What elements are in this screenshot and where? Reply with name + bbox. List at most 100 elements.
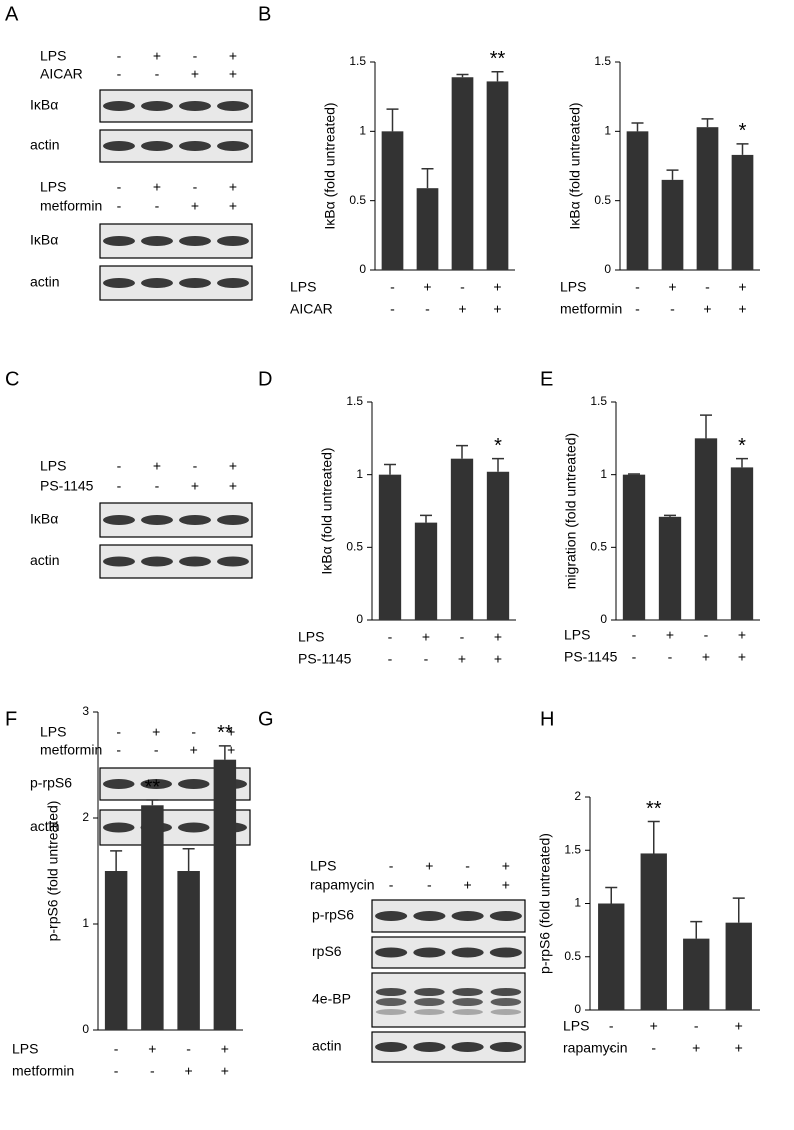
condition-sign: - (424, 651, 429, 667)
blot-label: actin (30, 274, 60, 290)
panel-letter: E (540, 368, 553, 390)
condition-sign: + (229, 458, 237, 474)
panel-letter: F (5, 708, 17, 730)
significance-marker: ** (145, 776, 161, 798)
condition-sign: + (464, 877, 472, 893)
blot-band (217, 236, 249, 246)
condition-sign: - (186, 1041, 191, 1057)
blot-band (103, 515, 135, 525)
blot-label: actin (312, 1038, 342, 1054)
error-bar (110, 850, 123, 871)
condition-sign: - (704, 627, 709, 643)
significance-marker: ** (217, 722, 233, 744)
condition-sign: - (117, 66, 122, 82)
condition-sign: + (702, 649, 710, 665)
panel-letter: G (258, 708, 274, 730)
error-bar (456, 444, 468, 459)
error-bar (666, 169, 679, 180)
significance-marker: * (494, 435, 502, 457)
condition-sign: + (735, 1040, 743, 1056)
error-bar (456, 73, 469, 78)
bar (683, 938, 710, 1010)
condition-sign: - (116, 724, 121, 740)
condition-name: LPS (564, 627, 590, 643)
blot-band (451, 911, 484, 921)
condition-sign: + (227, 742, 235, 758)
condition-name: LPS (560, 279, 586, 295)
y-tick-label: 1 (600, 467, 607, 481)
condition-sign: - (609, 1018, 614, 1034)
error-bar (420, 514, 432, 523)
blot-band (413, 1042, 446, 1052)
error-bar (736, 143, 749, 155)
error-bar (491, 70, 504, 82)
bar (694, 438, 718, 620)
condition-name: PS-1145 (298, 651, 352, 667)
error-bar (218, 745, 231, 760)
bar (381, 131, 404, 270)
y-tick-label: 0 (359, 262, 366, 276)
condition-sign: + (502, 877, 510, 893)
blot-band (375, 1009, 407, 1015)
bar (486, 81, 509, 270)
condition-sign: - (427, 877, 432, 893)
condition-sign: + (229, 198, 237, 214)
blot-band (141, 236, 173, 246)
blot-band (452, 988, 483, 996)
error-bar (631, 122, 644, 132)
condition-sign: - (668, 649, 673, 665)
blot-band (103, 779, 135, 789)
condition-sign: + (422, 629, 430, 645)
error-bar (605, 886, 618, 904)
condition-sign: + (153, 179, 161, 195)
condition-name: PS-1145 (40, 478, 94, 494)
error-bar (628, 473, 640, 475)
bar (640, 853, 667, 1010)
y-tick-label: 2 (82, 810, 89, 824)
significance-marker: ** (646, 798, 662, 820)
blot-label: actin (30, 552, 60, 568)
y-axis-label: IκBα (fold untreated) (567, 102, 583, 229)
y-tick-label: 1 (604, 124, 611, 138)
blot-band (413, 947, 446, 958)
condition-sign: + (191, 198, 199, 214)
error-bar (384, 463, 396, 475)
blot-band (179, 236, 211, 246)
condition-name: PS-1145 (564, 649, 618, 665)
blot-label: IκBα (30, 97, 58, 113)
condition-sign: + (190, 742, 198, 758)
condition-sign: + (738, 279, 746, 295)
condition-sign: + (502, 858, 510, 874)
blot-band (103, 278, 135, 288)
condition-sign: - (117, 478, 122, 494)
condition-sign: - (114, 1063, 119, 1079)
condition-sign: + (425, 858, 433, 874)
panel-letter: H (540, 708, 554, 730)
bar (451, 77, 474, 271)
blot-band (179, 515, 211, 525)
significance-marker: * (738, 435, 746, 457)
blot-label: IκBα (30, 232, 58, 248)
blot-label: 4e-BP (312, 991, 351, 1007)
y-tick-label: 1.5 (349, 54, 366, 68)
condition-sign: + (229, 66, 237, 82)
y-tick-label: 1.5 (590, 394, 607, 408)
condition-sign: - (632, 649, 637, 665)
condition-name: LPS (40, 48, 66, 64)
condition-sign: - (635, 279, 640, 295)
condition-sign: - (193, 48, 198, 64)
blot-label: IκBα (30, 511, 58, 527)
blot-band (141, 141, 173, 151)
error-bar (732, 897, 745, 923)
condition-sign: + (191, 478, 199, 494)
condition-name: LPS (310, 858, 336, 874)
y-tick-label: 1.5 (594, 54, 611, 68)
blot-band (103, 822, 135, 833)
blot-band (103, 556, 135, 567)
y-tick-label: 1.5 (346, 394, 363, 408)
condition-sign: - (390, 279, 395, 295)
condition-sign: - (114, 1041, 119, 1057)
blot-band (451, 1042, 484, 1052)
condition-sign: - (460, 629, 465, 645)
condition-sign: - (389, 877, 394, 893)
